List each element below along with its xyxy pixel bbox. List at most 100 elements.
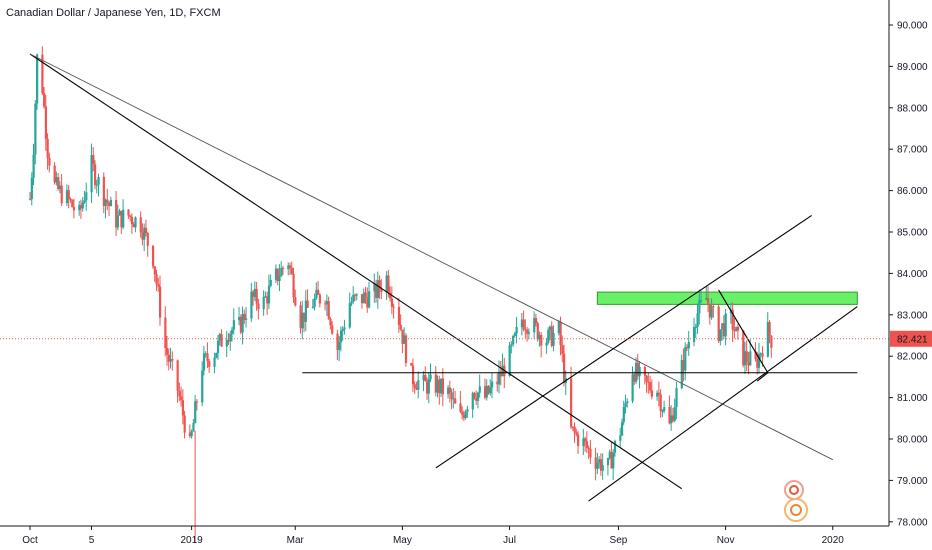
candle-body-37 bbox=[118, 210, 121, 216]
candle-body-13 bbox=[58, 185, 62, 189]
x-tick-label-1: 5 bbox=[89, 535, 95, 546]
candle-body-205 bbox=[533, 318, 536, 333]
candle-body-28 bbox=[95, 184, 98, 186]
candle-body-55 bbox=[164, 317, 167, 348]
candle-body-24 bbox=[85, 192, 88, 201]
candle-body-279 bbox=[712, 306, 715, 308]
candle-body-66 bbox=[190, 431, 193, 437]
x-tick-label-0: Oct bbox=[22, 535, 38, 546]
candle-body-172 bbox=[450, 392, 453, 400]
candle-body-127 bbox=[339, 330, 343, 343]
candle-body-48 bbox=[144, 227, 148, 233]
candle-body-12 bbox=[57, 177, 60, 189]
candle-body-210 bbox=[545, 342, 548, 346]
trendlines-layer bbox=[29, 53, 858, 502]
candle-body-294 bbox=[749, 351, 752, 366]
last-price-badge: 82.421 bbox=[890, 330, 932, 347]
candle-body-195 bbox=[508, 345, 511, 377]
candle-body-158 bbox=[415, 387, 418, 390]
candle-body-284 bbox=[724, 313, 727, 337]
candle-body-119 bbox=[318, 294, 322, 304]
candle-body-148 bbox=[390, 298, 394, 307]
candle-body-250 bbox=[643, 366, 647, 376]
candle-body-227 bbox=[585, 441, 589, 448]
candle-body-259 bbox=[663, 407, 666, 411]
candle-body-225 bbox=[582, 438, 585, 447]
trendline-secondary-downtrend bbox=[29, 53, 833, 461]
candle-body-34 bbox=[109, 199, 113, 207]
candle-body-214 bbox=[552, 333, 555, 346]
candle-body-18 bbox=[71, 200, 74, 208]
zones-layer bbox=[596, 291, 858, 305]
candle-body-251 bbox=[645, 375, 648, 382]
candle-body-98 bbox=[267, 285, 271, 304]
candle-body-75 bbox=[213, 357, 216, 367]
candle-body-240 bbox=[619, 435, 622, 441]
candle-body-7 bbox=[44, 106, 48, 139]
candle-body-133 bbox=[353, 294, 357, 296]
candle-body-182 bbox=[475, 397, 478, 401]
candle-body-236 bbox=[608, 451, 611, 459]
candle-body-128 bbox=[341, 329, 344, 331]
y-tick-label-2: 88.000 bbox=[897, 103, 928, 114]
candle-body-85 bbox=[238, 317, 241, 321]
candle-body-203 bbox=[526, 329, 529, 334]
candle-body-228 bbox=[587, 447, 590, 449]
candle-body-173 bbox=[452, 398, 455, 400]
candle-body-204 bbox=[527, 332, 531, 334]
candle-body-155 bbox=[410, 363, 413, 366]
candle-body-217 bbox=[561, 345, 564, 354]
y-tick-label-12: 78.000 bbox=[897, 517, 928, 528]
candle-body-19 bbox=[72, 207, 76, 211]
candle-body-178 bbox=[464, 411, 467, 419]
candle-body-215 bbox=[557, 321, 560, 334]
candle-body-106 bbox=[288, 265, 292, 268]
y-tick-label-9: 81.000 bbox=[897, 393, 928, 404]
candle-body-189 bbox=[490, 381, 494, 388]
candle-body-102 bbox=[278, 276, 281, 282]
candle-body-152 bbox=[401, 329, 404, 344]
candle-body-58 bbox=[169, 359, 172, 362]
candle-body-131 bbox=[350, 301, 353, 304]
candle-body-181 bbox=[473, 392, 476, 398]
y-tick-label-5: 85.000 bbox=[897, 228, 928, 239]
candle-body-53 bbox=[157, 284, 160, 287]
candle-body-248 bbox=[636, 362, 639, 377]
candle-body-63 bbox=[181, 400, 185, 416]
candle-body-166 bbox=[436, 379, 439, 393]
candle-body-197 bbox=[512, 336, 515, 345]
candle-body-276 bbox=[707, 298, 710, 304]
candle-body-77 bbox=[216, 340, 220, 353]
candle-body-301 bbox=[768, 322, 771, 336]
candle-body-136 bbox=[362, 292, 365, 304]
candle-body-175 bbox=[459, 403, 462, 412]
candle-body-14 bbox=[60, 185, 63, 204]
candle-body-163 bbox=[427, 379, 430, 394]
candle-body-209 bbox=[540, 334, 543, 346]
candle-body-165 bbox=[434, 374, 437, 393]
candle-body-70 bbox=[201, 370, 204, 403]
candle-body-232 bbox=[598, 459, 601, 464]
candle-body-115 bbox=[311, 306, 315, 308]
candle-body-62 bbox=[180, 396, 183, 401]
candle-body-94 bbox=[257, 303, 260, 310]
candle-body-245 bbox=[631, 374, 634, 402]
candle-body-49 bbox=[146, 232, 149, 246]
candle-body-126 bbox=[338, 342, 341, 350]
candle-body-4 bbox=[36, 54, 39, 104]
y-tick-label-8: 82.000 bbox=[897, 352, 928, 363]
candle-body-100 bbox=[274, 268, 278, 280]
candle-body-141 bbox=[375, 283, 378, 298]
candle-body-237 bbox=[610, 451, 613, 469]
candle-body-140 bbox=[373, 283, 376, 292]
candle-body-137 bbox=[364, 292, 367, 298]
candle-body-202 bbox=[524, 329, 527, 331]
candle-body-26 bbox=[92, 155, 95, 165]
x-axis-ticks: Oct 5 2019 Mar May Jul Sep Nov 2020 bbox=[22, 526, 844, 546]
candle-body-149 bbox=[392, 306, 395, 308]
watermark-top-core bbox=[789, 485, 799, 495]
candle-body-122 bbox=[327, 301, 330, 319]
y-tick-label-4: 86.000 bbox=[897, 186, 928, 197]
trendline-channel-lower bbox=[588, 306, 858, 502]
